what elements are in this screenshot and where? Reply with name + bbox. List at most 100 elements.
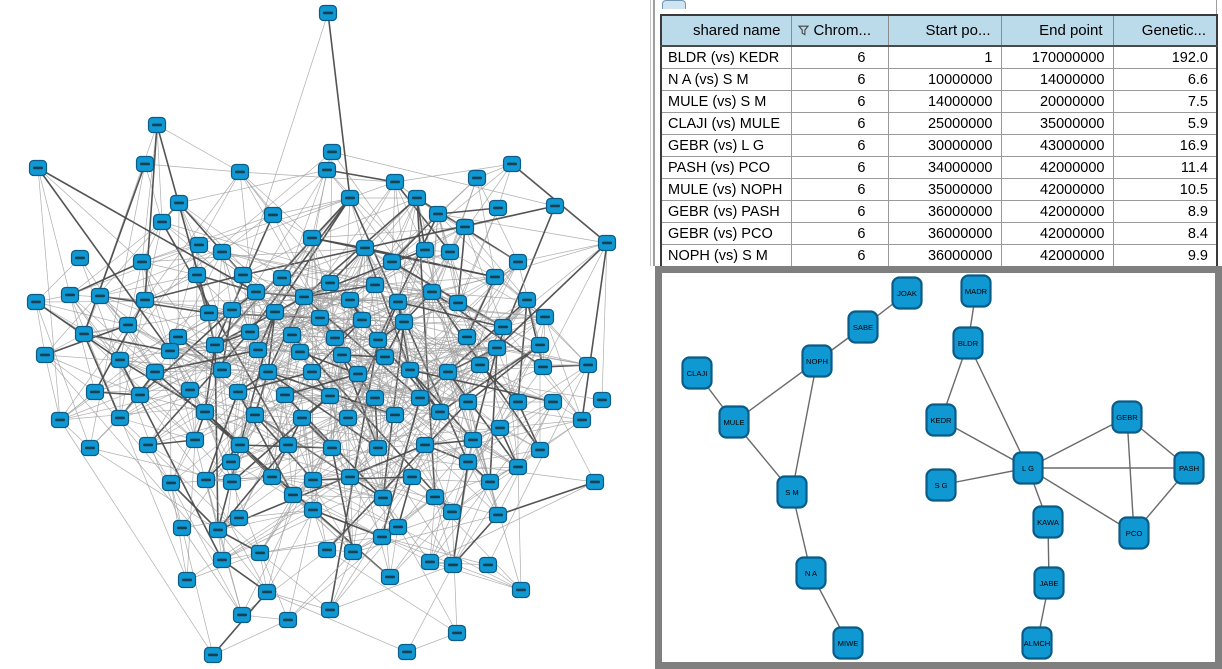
- hairball-edge[interactable]: [271, 394, 286, 478]
- hairball-edge[interactable]: [205, 479, 268, 593]
- hairball-edge[interactable]: [517, 466, 522, 591]
- hairball-edge[interactable]: [347, 397, 421, 419]
- table-cell[interactable]: NOPH (vs) S M: [660, 244, 792, 268]
- subnet-edge-L_G-PCO[interactable]: [1027, 467, 1135, 534]
- hairball-edge[interactable]: [389, 526, 399, 578]
- hairball-node[interactable]: [430, 403, 450, 421]
- hairball-edge[interactable]: [156, 124, 241, 173]
- table-cell[interactable]: 42000000: [1000, 244, 1114, 268]
- hairball-edge[interactable]: [326, 169, 396, 183]
- hairball-edge[interactable]: [291, 242, 608, 336]
- hairball-edge[interactable]: [397, 439, 474, 528]
- hairball-edge[interactable]: [144, 124, 158, 301]
- hairball-node[interactable]: [230, 436, 250, 454]
- hairball-node[interactable]: [368, 439, 388, 457]
- hairball-edge[interactable]: [397, 249, 426, 303]
- table-cell[interactable]: 35000000: [887, 178, 1002, 201]
- hairball-edge[interactable]: [35, 301, 46, 356]
- hairball-node[interactable]: [530, 441, 550, 459]
- hairball-node[interactable]: [135, 155, 155, 173]
- hairball-edge[interactable]: [391, 261, 504, 328]
- hairball-edge[interactable]: [196, 274, 257, 293]
- hairball-edge[interactable]: [467, 366, 544, 403]
- hairball-node[interactable]: [110, 351, 130, 369]
- hairball-edge[interactable]: [221, 251, 233, 311]
- hairball-node[interactable]: [517, 291, 537, 309]
- hairball-edge[interactable]: [154, 371, 303, 419]
- hairball-node[interactable]: [205, 336, 225, 354]
- hairball-node[interactable]: [147, 116, 167, 134]
- hairball-edge[interactable]: [69, 294, 96, 393]
- hairball-edge[interactable]: [59, 389, 191, 421]
- hairball-edge[interactable]: [397, 301, 504, 328]
- hairball-edge[interactable]: [429, 276, 496, 563]
- table-cell[interactable]: 35000000: [1000, 112, 1114, 135]
- hairball-node[interactable]: [455, 218, 475, 236]
- hairball-node[interactable]: [169, 194, 189, 212]
- hairball-edge[interactable]: [35, 301, 129, 326]
- hairball-edge[interactable]: [89, 447, 219, 531]
- table-cell[interactable]: 30000000: [887, 134, 1002, 157]
- hairball-node[interactable]: [322, 439, 342, 457]
- hairball-edge[interactable]: [347, 417, 384, 499]
- subnet-edge-BLDR-L_G[interactable]: [967, 342, 1029, 469]
- hairball-node[interactable]: [212, 243, 232, 261]
- table-cell[interactable]: 5.9: [1112, 112, 1218, 135]
- hairball-edge[interactable]: [237, 291, 257, 393]
- hairball-edge[interactable]: [476, 177, 519, 263]
- hairball-edge[interactable]: [327, 12, 351, 199]
- hairball-edge[interactable]: [502, 242, 608, 328]
- table-cell[interactable]: 6.6: [1112, 68, 1218, 91]
- hairball-edge[interactable]: [35, 257, 81, 303]
- table-row[interactable]: GEBR (vs) PCO 6 36000000 42000000 8.4: [660, 222, 1218, 245]
- hairball-node[interactable]: [480, 473, 500, 491]
- hairball-node[interactable]: [340, 291, 360, 309]
- hairball-edge[interactable]: [464, 226, 504, 328]
- hairball-edge[interactable]: [141, 197, 351, 263]
- hairball-node[interactable]: [282, 326, 302, 344]
- table-cell[interactable]: MULE (vs) NOPH: [660, 178, 792, 201]
- hairball-edge[interactable]: [221, 509, 314, 561]
- hairball-edge[interactable]: [242, 274, 351, 301]
- hairball-edge[interactable]: [601, 242, 608, 401]
- hairball-edge[interactable]: [267, 311, 276, 373]
- hairball-edge[interactable]: [231, 282, 331, 311]
- table-cell[interactable]: BLDR (vs) KEDR: [660, 45, 792, 69]
- table-cell[interactable]: 36000000: [887, 200, 1002, 223]
- hairball-edge[interactable]: [231, 12, 329, 311]
- hairball-edge[interactable]: [204, 411, 233, 483]
- table-cell[interactable]: CLAJI (vs) MULE: [660, 112, 792, 135]
- hairball-edge[interactable]: [69, 294, 188, 581]
- hairball-node[interactable]: [352, 311, 372, 329]
- hairball-edge[interactable]: [221, 296, 305, 371]
- hairball-node[interactable]: [240, 323, 260, 341]
- hairball-edge[interactable]: [59, 419, 214, 656]
- hairball-node[interactable]: [592, 391, 612, 409]
- table-cell[interactable]: 1: [887, 45, 1002, 69]
- hairball-edge[interactable]: [37, 167, 61, 421]
- hairball-edge[interactable]: [374, 284, 433, 293]
- hairball-edge[interactable]: [434, 466, 519, 498]
- hairball-node[interactable]: [152, 213, 172, 231]
- hairball-edge[interactable]: [119, 417, 196, 441]
- hairball-edge[interactable]: [144, 171, 241, 301]
- subnet-node-KEDR[interactable]: KEDR: [925, 403, 957, 437]
- hairball-node[interactable]: [385, 173, 405, 191]
- hairball-edge[interactable]: [431, 291, 498, 349]
- hairball-edge[interactable]: [496, 242, 608, 349]
- table-row[interactable]: NOPH (vs) S M 6 36000000 42000000 9.9: [660, 244, 1218, 268]
- hairball-edge[interactable]: [457, 226, 466, 304]
- hairball-edge[interactable]: [217, 509, 314, 531]
- hairball-edge[interactable]: [89, 163, 146, 449]
- hairball-edge[interactable]: [35, 301, 91, 449]
- hairball-edge[interactable]: [287, 444, 294, 496]
- hairball-edge[interactable]: [292, 494, 384, 499]
- table-cell[interactable]: 6: [790, 222, 889, 245]
- hairball-edge[interactable]: [212, 591, 268, 656]
- hairball-edge[interactable]: [147, 444, 207, 481]
- hairball-edge[interactable]: [397, 197, 418, 303]
- table-cell[interactable]: 6: [790, 90, 889, 113]
- hairball-node[interactable]: [90, 287, 110, 305]
- table-cell[interactable]: 9.9: [1112, 244, 1218, 268]
- subnet-node-MIWE[interactable]: MIWE: [832, 626, 864, 660]
